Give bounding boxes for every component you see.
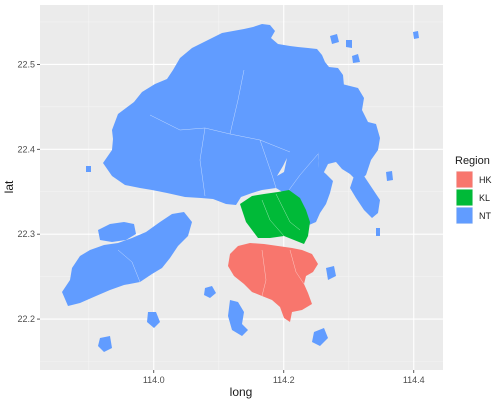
nt-east-islet-a — [386, 171, 393, 181]
district-borders — [117, 69, 319, 297]
nt-east-peninsula — [318, 84, 380, 182]
nt-northeast-island-b — [346, 40, 352, 48]
nt-peng-chau — [204, 286, 216, 298]
x-tick-label: 114.2 — [273, 375, 295, 385]
nt-east-islet-b — [376, 228, 380, 236]
plot-panel — [40, 5, 443, 370]
nt-cheung-chau — [147, 312, 160, 328]
legend-key-nt — [456, 207, 473, 224]
legend-key-kl — [456, 189, 473, 206]
kl-district — [240, 190, 310, 244]
nt-saikung-tip — [350, 170, 380, 218]
region-hk — [228, 243, 318, 322]
legend-title: Region — [455, 155, 490, 167]
x-axis: 114.0 114.2 114.4 — [143, 370, 425, 385]
tolo-harbour-inlet — [277, 158, 287, 176]
nt-northeast-island-a — [330, 34, 339, 44]
nt-lamma-island — [228, 300, 248, 336]
legend-label-hk: HK — [479, 175, 492, 185]
x-axis-title: long — [230, 385, 253, 399]
y-tick-label: 22.3 — [17, 229, 35, 239]
legend-label-kl: KL — [479, 193, 490, 203]
nt-south-islet — [98, 336, 112, 352]
y-tick-label: 22.4 — [17, 144, 35, 154]
y-axis: 22.2 22.3 22.4 22.5 — [17, 59, 40, 324]
nt-far-islet — [413, 31, 419, 39]
y-axis-title: lat — [2, 180, 16, 193]
nt-northeast-island-c — [352, 54, 360, 63]
nt-tung-lung — [326, 266, 336, 280]
nt-mainland — [103, 24, 350, 225]
legend-key-hk — [456, 171, 473, 188]
nt-po-toi — [312, 328, 328, 346]
legend: Region HK KL NT — [455, 155, 492, 224]
nt-chek-lap-kok — [98, 222, 136, 242]
region-nt — [62, 24, 419, 352]
nt-west-islet — [86, 166, 91, 172]
x-tick-label: 114.4 — [403, 375, 425, 385]
x-tick-label: 114.0 — [143, 375, 165, 385]
y-tick-label: 22.2 — [17, 314, 35, 324]
legend-label-nt: NT — [479, 211, 491, 221]
hk-island — [228, 243, 318, 322]
region-kl — [240, 190, 310, 244]
legend-items: HK KL NT — [456, 171, 492, 224]
nt-lantau-island — [62, 212, 192, 306]
y-tick-label: 22.5 — [17, 59, 35, 69]
